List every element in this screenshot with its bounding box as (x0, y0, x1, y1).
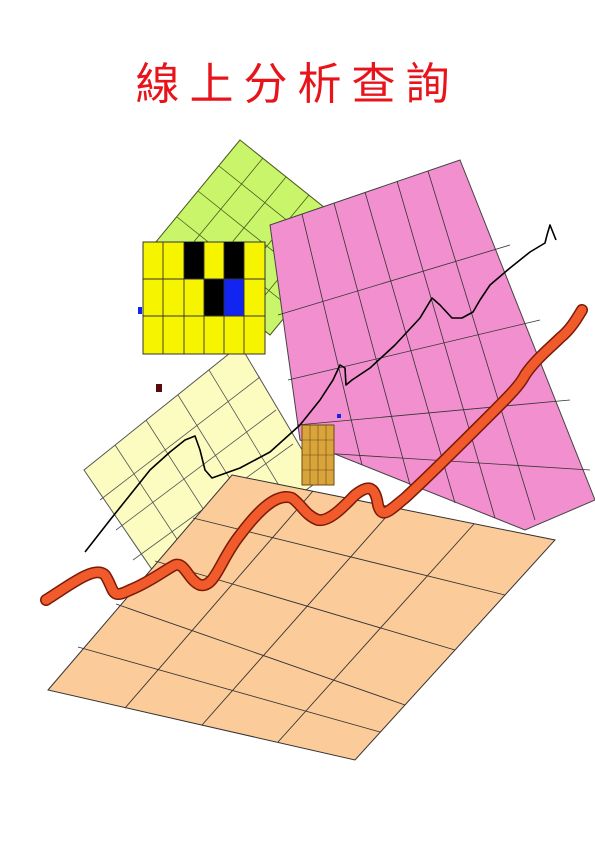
yellow-cell-grid (142, 241, 266, 355)
black-trend-line (84, 224, 557, 553)
peach-grid-panel (47, 474, 556, 761)
small-marker (156, 384, 162, 392)
orange-trend-line-fill (41, 305, 587, 605)
page-title: 線上分析查詢 (135, 59, 460, 110)
pink-grid-panel (269, 159, 595, 531)
small-marker (337, 414, 341, 418)
small-marker (138, 307, 142, 314)
small-bar-block (301, 424, 335, 486)
